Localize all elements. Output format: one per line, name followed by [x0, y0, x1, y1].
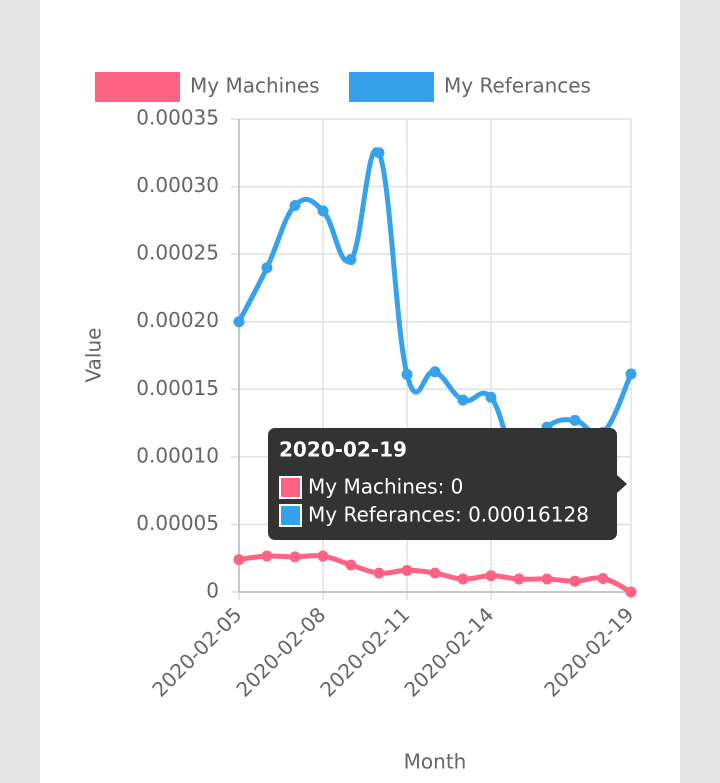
point [317, 550, 329, 562]
point [289, 199, 301, 211]
legend-label: My Referances [444, 74, 591, 98]
point [541, 573, 553, 585]
y-tick-label: 0.00035 [136, 106, 219, 130]
tooltip: 2020-02-19 My Machines: 0 My Referances:… [268, 428, 627, 540]
point [429, 366, 441, 378]
point [485, 570, 497, 582]
y-tick-label: 0.00010 [136, 443, 219, 467]
point [401, 564, 413, 576]
point [233, 316, 245, 328]
point [625, 586, 637, 598]
y-tick-label: 0.00030 [136, 173, 219, 197]
y-tick-label: 0 [206, 579, 219, 603]
y-tick-label: 0.00025 [136, 241, 219, 265]
point [401, 368, 413, 380]
series-line [236, 147, 634, 467]
point [373, 567, 385, 579]
tooltip-caret [617, 475, 627, 493]
point [569, 575, 581, 587]
y-tick-label: 0.00015 [136, 376, 219, 400]
tooltip-item: My Referances: 0.00016128 [308, 503, 589, 527]
y-axis-title: Value [82, 328, 106, 383]
point [625, 368, 637, 380]
legend-label: My Machines [190, 74, 320, 98]
legend-swatch [349, 72, 434, 102]
point [485, 391, 497, 403]
point [513, 573, 525, 585]
card [40, 0, 680, 783]
point [233, 554, 245, 566]
tooltip-title: 2020-02-19 [279, 438, 407, 462]
tooltip-swatch [279, 504, 302, 527]
point [317, 205, 329, 217]
tooltip-swatch [279, 476, 302, 499]
point [345, 254, 357, 266]
point [373, 147, 385, 159]
tooltip-box [268, 428, 617, 540]
y-tick-label: 0.00020 [136, 308, 219, 332]
point [345, 559, 357, 571]
point [457, 394, 469, 406]
point [569, 414, 581, 426]
point [429, 567, 441, 579]
x-axis-title: Month [404, 750, 467, 774]
point [261, 262, 273, 274]
y-tick-label: 0.00005 [136, 511, 219, 535]
point [597, 572, 609, 584]
point [457, 573, 469, 585]
point [289, 551, 301, 563]
point [261, 550, 273, 562]
legend-swatch [95, 72, 180, 102]
tooltip-item: My Machines: 0 [308, 475, 463, 499]
